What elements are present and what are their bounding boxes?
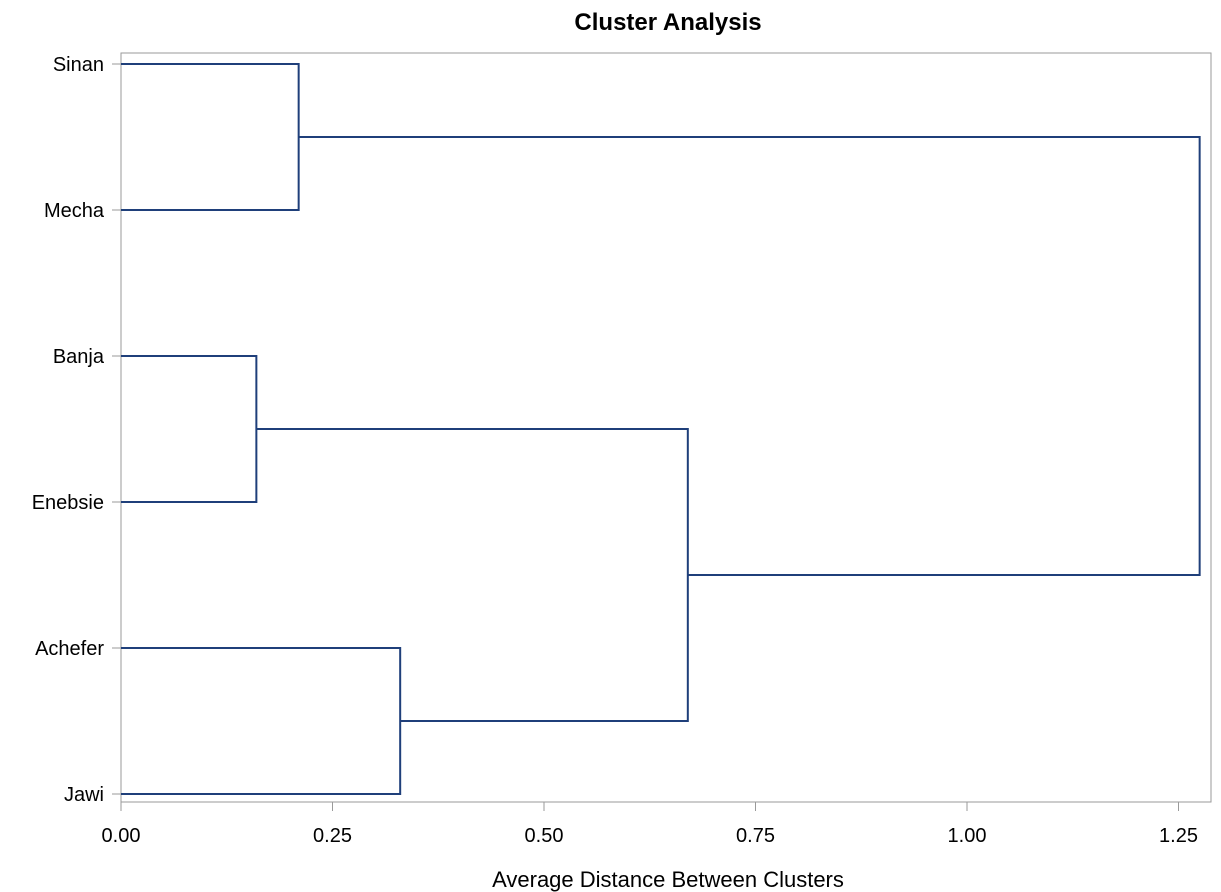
dendrogram-branch-5 bbox=[298, 136, 1201, 576]
plot-frame bbox=[120, 52, 1212, 803]
y-axis: Sinan Mecha Banja Enebsie Achefer Jawi bbox=[32, 54, 121, 806]
dendrogram-branch-4 bbox=[256, 428, 689, 722]
leaf-label-mecha: Mecha bbox=[44, 200, 105, 222]
x-tick-label: 0.75 bbox=[736, 825, 775, 847]
dendrogram-branch-2 bbox=[121, 63, 300, 211]
dendrogram-branch-1 bbox=[121, 355, 258, 503]
x-tick-label: 0.50 bbox=[525, 825, 564, 847]
x-axis-label: Average Distance Between Clusters bbox=[492, 867, 844, 892]
dendrogram-branch-3 bbox=[121, 647, 402, 795]
x-tick-label: 0.00 bbox=[102, 825, 141, 847]
leaf-label-achefer: Achefer bbox=[35, 638, 104, 660]
leaf-label-sinan: Sinan bbox=[53, 54, 104, 76]
chart-title: Cluster Analysis bbox=[574, 9, 761, 36]
leaf-label-jawi: Jawi bbox=[64, 784, 104, 806]
x-tick-label: 1.25 bbox=[1159, 825, 1198, 847]
leaf-label-enebsie: Enebsie bbox=[32, 492, 104, 514]
dendrogram-branches bbox=[121, 63, 1201, 795]
x-tick-label: 1.00 bbox=[948, 825, 987, 847]
x-axis: 0.00 0.25 0.50 0.75 1.00 1.25 bbox=[102, 802, 1198, 847]
x-tick-label: 0.25 bbox=[313, 825, 352, 847]
leaf-label-banja: Banja bbox=[53, 346, 105, 368]
